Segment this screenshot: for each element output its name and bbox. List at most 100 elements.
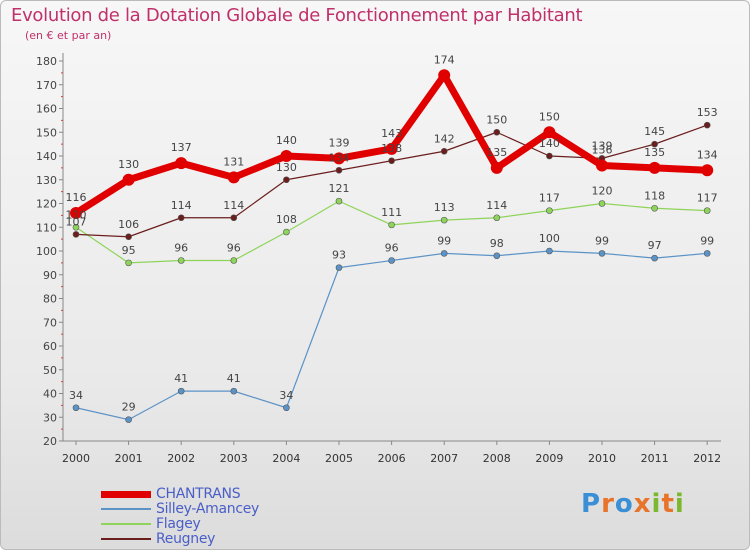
data-point-silley-amancey xyxy=(177,387,185,395)
data-point-silley-amancey xyxy=(388,257,395,264)
data-point-flagey xyxy=(493,214,501,222)
x-tick-label: 2006 xyxy=(378,452,406,465)
data-label-reugney: 142 xyxy=(434,132,455,145)
data-label-flagey: 114 xyxy=(486,199,507,212)
logo-letter: o xyxy=(614,489,634,519)
proxiti-logo: Proxiti xyxy=(581,489,685,519)
data-point-chantrans xyxy=(122,173,135,186)
logo-letter: i xyxy=(674,489,685,519)
y-tick-label: 90 xyxy=(43,269,57,282)
y-tick-label: 80 xyxy=(43,293,57,306)
data-point-flagey xyxy=(72,223,80,231)
data-point-reugney xyxy=(546,152,553,160)
data-point-reugney xyxy=(388,157,395,165)
data-point-silley-amancey xyxy=(546,247,553,255)
data-label-silley-amancey: 34 xyxy=(279,389,293,402)
data-label-silley-amancey: 93 xyxy=(332,249,346,262)
x-tick-label: 2004 xyxy=(272,452,300,465)
data-point-chantrans xyxy=(175,157,188,170)
data-point-silley-amancey xyxy=(651,254,658,262)
data-label-flagey: 110 xyxy=(66,208,87,221)
logo-letter: i xyxy=(651,489,662,519)
data-label-flagey: 96 xyxy=(174,242,188,255)
data-point-flagey xyxy=(283,228,290,236)
data-point-reugney xyxy=(703,121,711,129)
data-label-chantrans: 140 xyxy=(276,134,297,147)
data-label-reugney: 134 xyxy=(329,151,350,164)
legend-item-chantrans: CHANTRANS xyxy=(101,486,401,502)
data-label-chantrans: 116 xyxy=(66,191,87,204)
data-label-flagey: 113 xyxy=(434,201,455,214)
data-point-reugney xyxy=(177,214,185,222)
data-label-chantrans: 174 xyxy=(434,53,455,66)
legend-label: Flagey xyxy=(156,516,201,532)
data-label-reugney: 140 xyxy=(539,137,560,150)
data-point-chantrans xyxy=(385,142,398,155)
data-label-silley-amancey: 41 xyxy=(174,372,188,385)
x-tick-label: 2009 xyxy=(535,452,563,465)
x-tick-label: 2003 xyxy=(220,452,248,465)
data-label-silley-amancey: 99 xyxy=(700,234,714,247)
data-label-reugney: 114 xyxy=(223,199,244,212)
data-point-chantrans xyxy=(701,164,714,177)
y-tick-label: 100 xyxy=(36,245,57,258)
data-point-flagey xyxy=(230,257,238,264)
data-point-silley-amancey xyxy=(703,250,711,257)
data-label-chantrans: 130 xyxy=(118,158,139,171)
legend-swatch xyxy=(101,523,151,525)
data-point-flagey xyxy=(388,221,395,229)
y-tick-label: 50 xyxy=(43,364,57,377)
data-point-chantrans xyxy=(227,171,240,184)
data-point-reugney xyxy=(230,214,238,222)
data-label-chantrans: 137 xyxy=(171,141,192,154)
data-label-silley-amancey: 41 xyxy=(227,372,241,385)
data-point-reugney xyxy=(440,147,448,155)
data-label-reugney: 130 xyxy=(276,161,297,174)
data-point-reugney xyxy=(283,176,290,184)
data-point-reugney xyxy=(72,231,80,238)
data-label-silley-amancey: 96 xyxy=(385,242,399,255)
data-label-silley-amancey: 97 xyxy=(648,239,662,252)
legend-swatch xyxy=(101,490,151,498)
data-point-silley-amancey xyxy=(440,250,448,257)
logo-letter: t xyxy=(661,489,675,519)
data-label-reugney: 150 xyxy=(486,113,507,126)
legend-item-silley-amancey: Silley-Amancey xyxy=(101,501,401,517)
data-point-flagey xyxy=(598,200,606,207)
data-label-silley-amancey: 34 xyxy=(69,389,83,402)
y-tick-label: 130 xyxy=(36,174,57,187)
legend-swatch xyxy=(101,508,151,510)
data-label-flagey: 121 xyxy=(329,182,350,195)
legend-item-flagey: Flagey xyxy=(101,516,401,532)
x-tick-label: 2007 xyxy=(430,452,458,465)
y-tick-label: 170 xyxy=(36,79,57,92)
data-label-chantrans: 135 xyxy=(486,146,507,159)
y-tick-label: 110 xyxy=(36,221,57,234)
data-label-reugney: 145 xyxy=(644,125,665,138)
x-tick-label: 2011 xyxy=(641,452,669,465)
data-point-silley-amancey xyxy=(72,404,80,412)
data-label-reugney: 139 xyxy=(592,139,613,152)
data-label-chantrans: 150 xyxy=(539,110,560,123)
y-tick-label: 70 xyxy=(43,316,57,329)
y-tick-label: 180 xyxy=(36,55,57,68)
data-point-chantrans xyxy=(596,159,608,172)
y-tick-label: 30 xyxy=(43,411,57,424)
data-point-chantrans xyxy=(490,161,503,174)
data-label-reugney: 106 xyxy=(118,218,139,231)
data-label-flagey: 111 xyxy=(381,206,402,219)
chart-title: Evolution de la Dotation Globale de Fonc… xyxy=(11,5,583,26)
data-label-chantrans: 135 xyxy=(644,146,665,159)
data-point-silley-amancey xyxy=(230,387,238,395)
data-label-flagey: 96 xyxy=(227,242,241,255)
data-label-reugney: 107 xyxy=(66,215,87,228)
x-tick-label: 2005 xyxy=(325,452,353,465)
data-point-flagey xyxy=(125,259,132,267)
data-label-flagey: 120 xyxy=(592,185,613,198)
y-tick-label: 120 xyxy=(36,198,57,211)
chart-subtitle: (en € et par an) xyxy=(25,29,112,42)
data-point-reugney xyxy=(125,233,132,241)
data-point-chantrans xyxy=(280,150,293,162)
